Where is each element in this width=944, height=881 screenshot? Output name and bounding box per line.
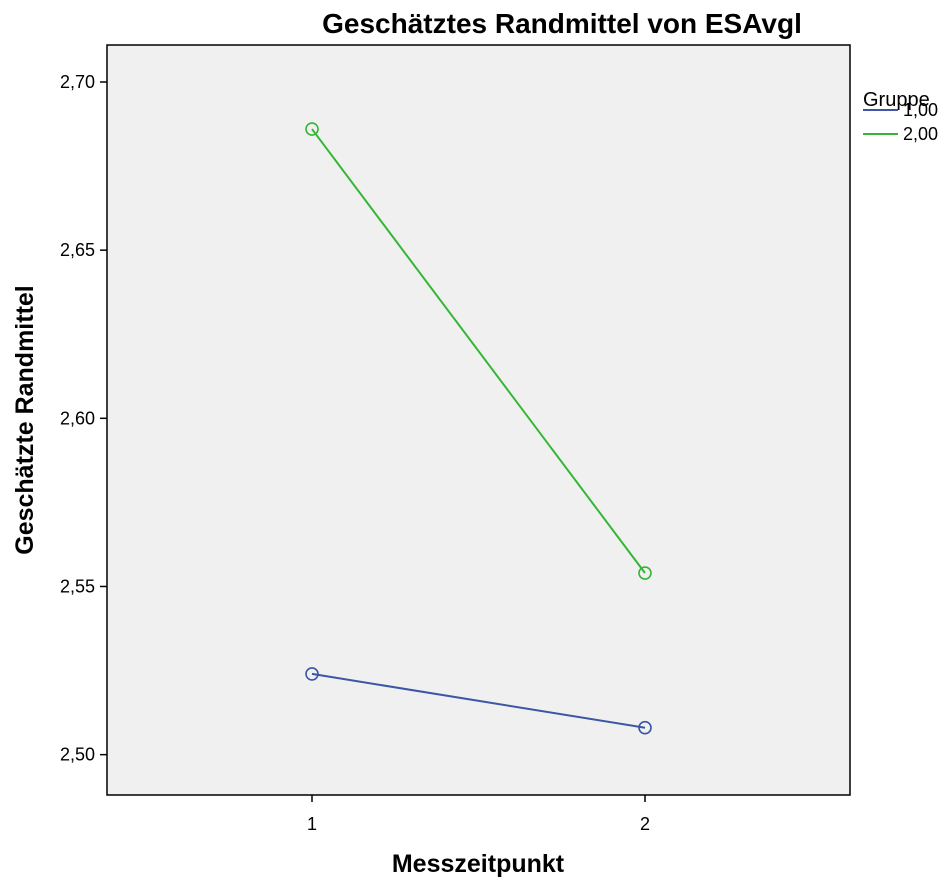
y-tick-label: 2,65	[60, 240, 95, 260]
y-tick-label: 2,50	[60, 745, 95, 765]
data-point	[638, 720, 652, 735]
y-axis: 2,50 2,55 2,60 2,65 2,70	[60, 72, 107, 765]
y-tick-label: 2,70	[60, 72, 95, 92]
y-tick-label: 2,55	[60, 576, 95, 596]
legend-item: 2,00	[863, 124, 938, 144]
data-point	[638, 566, 652, 580]
y-axis-title: Geschätzte Randmittel	[11, 285, 39, 555]
data-point	[305, 122, 319, 136]
y-tick-label: 2,60	[60, 408, 95, 428]
x-axis-title: Messzeitpunkt	[392, 850, 565, 878]
chart-title: Geschätztes Randmittel von ESAvgl	[322, 8, 802, 39]
plot-area	[106, 44, 851, 796]
series-2	[305, 122, 652, 580]
legend-label: 1,00	[903, 100, 938, 120]
series-line	[311, 672, 646, 729]
legend: Gruppe 1,00 2,00	[863, 89, 938, 144]
legend-label: 2,00	[903, 124, 938, 144]
x-tick-label: 1	[307, 814, 317, 834]
data-point	[305, 667, 319, 681]
legend-item: 1,00	[863, 100, 938, 120]
series-line	[311, 128, 646, 574]
series-1	[305, 667, 652, 735]
legend-title: Gruppe	[863, 89, 930, 111]
x-tick-label: 2	[640, 814, 650, 834]
series-layer	[305, 122, 652, 735]
legend-items: 1,00 2,00	[863, 100, 938, 144]
